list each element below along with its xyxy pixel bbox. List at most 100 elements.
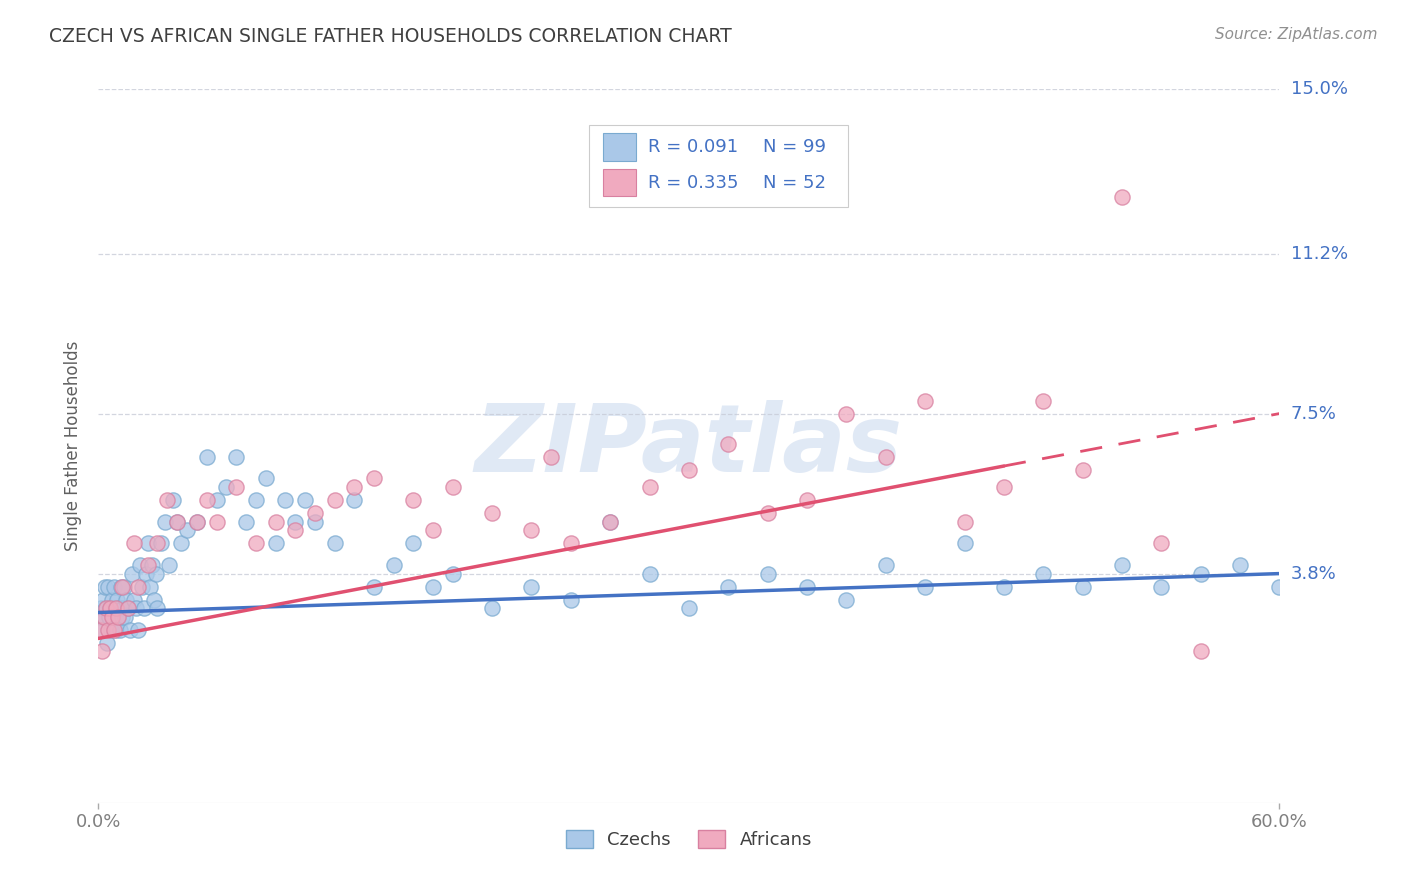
Czechs [1111, 558, 1133, 572]
Africans [97, 623, 120, 637]
Czechs [96, 601, 118, 615]
Text: N = 52: N = 52 [763, 174, 827, 192]
Czechs [98, 601, 121, 615]
Czechs [105, 623, 128, 637]
Africans [914, 393, 936, 408]
Czechs [110, 580, 132, 594]
Czechs [264, 536, 287, 550]
Africans [117, 601, 139, 615]
Czechs [103, 580, 125, 594]
Czechs [125, 601, 148, 615]
Czechs [245, 493, 267, 508]
Czechs [363, 580, 385, 594]
Africans [363, 471, 385, 485]
Africans [441, 480, 464, 494]
Czechs [104, 601, 127, 615]
Africans [89, 623, 111, 637]
Czechs [1071, 580, 1094, 594]
Czechs [136, 536, 159, 550]
Czechs [756, 566, 779, 581]
Czechs [274, 493, 297, 508]
Africans [756, 506, 779, 520]
Africans [93, 610, 115, 624]
Text: 7.5%: 7.5% [1291, 405, 1337, 423]
Africans [560, 536, 582, 550]
Africans [1032, 393, 1054, 408]
Africans [1071, 463, 1094, 477]
Text: R = 0.335: R = 0.335 [648, 174, 738, 192]
Africans [245, 536, 267, 550]
Czechs [114, 610, 136, 624]
Africans [796, 493, 818, 508]
Czechs [1032, 566, 1054, 581]
Africans [127, 580, 149, 594]
Czechs [678, 601, 700, 615]
Africans [540, 450, 562, 464]
Text: N = 99: N = 99 [763, 138, 827, 156]
Czechs [254, 471, 277, 485]
Africans [993, 480, 1015, 494]
Africans [678, 463, 700, 477]
Africans [166, 515, 188, 529]
Africans [105, 601, 128, 615]
Africans [146, 536, 169, 550]
Africans [107, 610, 129, 624]
Czechs [875, 558, 897, 572]
Africans [1189, 644, 1212, 658]
Text: Source: ZipAtlas.com: Source: ZipAtlas.com [1215, 27, 1378, 42]
Africans [875, 450, 897, 464]
Czechs [166, 515, 188, 529]
Czechs [131, 580, 153, 594]
Czechs [1150, 580, 1173, 594]
FancyBboxPatch shape [603, 169, 636, 196]
Czechs [146, 601, 169, 615]
Czechs [914, 580, 936, 594]
Czechs [323, 536, 346, 550]
Czechs [225, 450, 247, 464]
Text: ZIPatlas: ZIPatlas [475, 400, 903, 492]
Czechs [150, 536, 173, 550]
Czechs [93, 592, 115, 607]
Czechs [560, 592, 582, 607]
Czechs [115, 592, 138, 607]
Africans [402, 493, 425, 508]
Africans [835, 407, 858, 421]
Czechs [796, 580, 818, 594]
Africans [103, 623, 125, 637]
Africans [91, 644, 114, 658]
Czechs [343, 493, 366, 508]
Czechs [835, 592, 858, 607]
Czechs [100, 623, 122, 637]
Africans [225, 480, 247, 494]
Czechs [284, 515, 307, 529]
Czechs [105, 592, 128, 607]
Africans [599, 515, 621, 529]
Czechs [205, 493, 228, 508]
Africans [1150, 536, 1173, 550]
Africans [96, 601, 118, 615]
Czechs [91, 623, 114, 637]
Czechs [1189, 566, 1212, 581]
Africans [343, 480, 366, 494]
Czechs [993, 580, 1015, 594]
Czechs [112, 580, 135, 594]
Czechs [135, 566, 157, 581]
Africans [101, 610, 124, 624]
Czechs [142, 592, 165, 607]
Africans [186, 515, 208, 529]
Czechs [520, 580, 543, 594]
Africans [422, 524, 444, 538]
Czechs [118, 623, 141, 637]
Czechs [98, 610, 121, 624]
Czechs [195, 450, 218, 464]
Czechs [128, 558, 150, 572]
Czechs [96, 636, 118, 650]
Czechs [481, 601, 503, 615]
Africans [122, 536, 145, 550]
Africans [111, 580, 134, 594]
Africans [717, 437, 740, 451]
Czechs [93, 610, 115, 624]
Africans [953, 515, 976, 529]
Africans [520, 524, 543, 538]
Czechs [90, 601, 112, 615]
